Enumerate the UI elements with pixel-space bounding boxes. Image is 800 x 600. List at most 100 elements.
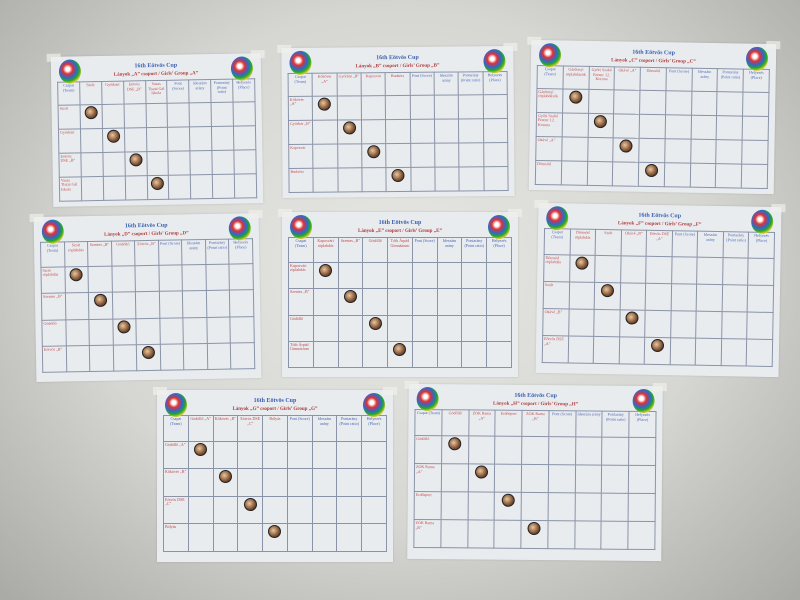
- result-cell: [601, 465, 629, 494]
- result-cell: [548, 464, 576, 494]
- result-cell: [645, 255, 672, 284]
- team-header: Csapat (Team): [40, 241, 65, 268]
- result-cell: [211, 125, 234, 151]
- result-cell: [233, 149, 257, 174]
- result-cell: [336, 468, 363, 497]
- result-cell: [441, 463, 469, 493]
- table-row: Tóth Árpád Gimnázium: [288, 340, 512, 369]
- volleyball-icon: [568, 90, 583, 104]
- result-cell: [211, 101, 234, 127]
- result-cell: [691, 90, 718, 116]
- tape: [527, 36, 542, 46]
- result-cell: [483, 118, 508, 143]
- result-cell: [664, 162, 691, 187]
- result-cell: [639, 113, 666, 139]
- team-column-header: Győrbárt: [101, 81, 124, 104]
- table-row: Szolt: [543, 281, 774, 313]
- group-sheet: 16th Eötvös Cup Lányok „C” csoport / Gir…: [527, 36, 781, 195]
- result-cell: [167, 102, 190, 127]
- volleyball-icon: [318, 97, 332, 111]
- tournament-logo-icon: [538, 43, 562, 68]
- result-cell: [638, 137, 665, 163]
- result-cell: [434, 166, 460, 191]
- team-name: Győrbárt: [58, 128, 81, 153]
- result-cell: [230, 316, 255, 343]
- team-header: Csapat (Team): [536, 65, 564, 89]
- tournament-logo-icon: [363, 393, 385, 417]
- team-column-header: Eötvös DSE „A”: [646, 230, 673, 257]
- result-cell: [385, 142, 411, 168]
- diagonal-cell: [387, 340, 413, 369]
- team-column-header: Gödöllő: [362, 237, 389, 263]
- result-cell: [588, 88, 615, 114]
- table-row: ZÓK Rama „A”: [414, 463, 656, 494]
- table-row: Dömsöd: [535, 159, 768, 189]
- result-cell: [628, 437, 656, 466]
- result-cell: [716, 91, 744, 116]
- result-cell: [206, 316, 231, 344]
- team-name: Gárdonyi röplabdázók: [536, 87, 563, 113]
- team-name: Kőkövér „A”: [288, 95, 313, 120]
- result-cell: [628, 465, 656, 494]
- result-cell: [135, 265, 160, 292]
- result-cell: [81, 175, 104, 201]
- results-table: Csapat (Team) Gödöllő ZÓK Rama „A” Erdőspor…: [413, 409, 657, 550]
- result-cell: [458, 94, 484, 119]
- stat-header: Helyezés (Place): [361, 415, 387, 442]
- volleyball-icon: [117, 319, 132, 334]
- result-cell: [337, 143, 362, 168]
- team-name: Eötvös DSE „A”: [542, 335, 569, 364]
- result-cell: [135, 291, 160, 319]
- result-cell: [410, 142, 435, 167]
- tournament-logo-icon: [41, 219, 65, 244]
- result-cell: [486, 288, 512, 316]
- stat-header: Pontarány (Point ratio): [458, 71, 483, 95]
- team-name: Kaposvári röplabdás: [288, 261, 314, 290]
- tournament-logo-icon: [228, 216, 252, 241]
- volleyball-icon: [151, 176, 165, 190]
- result-cell: [721, 284, 748, 312]
- diagonal-cell: [613, 137, 640, 162]
- result-cell: [311, 468, 338, 497]
- result-cell: [482, 94, 508, 119]
- result-cell: [461, 288, 488, 316]
- result-cell: [695, 311, 722, 339]
- stat-header: Pontarány (Point ratio): [461, 237, 488, 263]
- result-cell: [696, 283, 723, 312]
- tournament-logo-icon: [289, 50, 312, 75]
- result-cell: [189, 102, 212, 127]
- table-row: Győrbárt: [58, 125, 256, 153]
- team-header: Csapat (Team): [57, 81, 80, 105]
- result-cell: [387, 288, 413, 316]
- team-column-header: ZÓK Rama „A”: [468, 409, 496, 437]
- result-cell: [619, 282, 646, 311]
- tape: [652, 383, 667, 392]
- result-cell: [601, 493, 629, 522]
- result-cell: [286, 468, 313, 497]
- result-cell: [568, 281, 595, 310]
- team-column-header: Okávé „B”: [620, 229, 647, 256]
- result-cell: [601, 521, 629, 550]
- volleyball-icon: [106, 129, 120, 143]
- result-cell: [237, 440, 264, 470]
- result-cell: [237, 468, 264, 497]
- result-cell: [190, 150, 213, 175]
- group-title: Lányok „D” csoport / Girls’ Group „D”: [104, 231, 189, 238]
- result-cell: [286, 523, 313, 552]
- diagonal-cell: [362, 314, 389, 342]
- result-cell: [644, 310, 671, 338]
- tape: [383, 387, 397, 395]
- diagonal-cell: [587, 112, 614, 138]
- result-cell: [410, 118, 435, 143]
- tournament-logo-icon: [745, 46, 769, 72]
- result-cell: [689, 162, 717, 188]
- result-cell: [233, 101, 256, 126]
- tournament-logo-icon: [58, 59, 82, 84]
- team-column-header: Bólyás: [262, 415, 288, 442]
- stat-header: Ideszám arány: [697, 231, 724, 258]
- result-cell: [361, 468, 387, 497]
- diagonal-cell: [494, 492, 522, 521]
- team-column-header: Dömsöd röplabdás: [569, 228, 596, 255]
- volleyball-icon: [243, 497, 257, 511]
- diagonal-cell: [467, 464, 495, 493]
